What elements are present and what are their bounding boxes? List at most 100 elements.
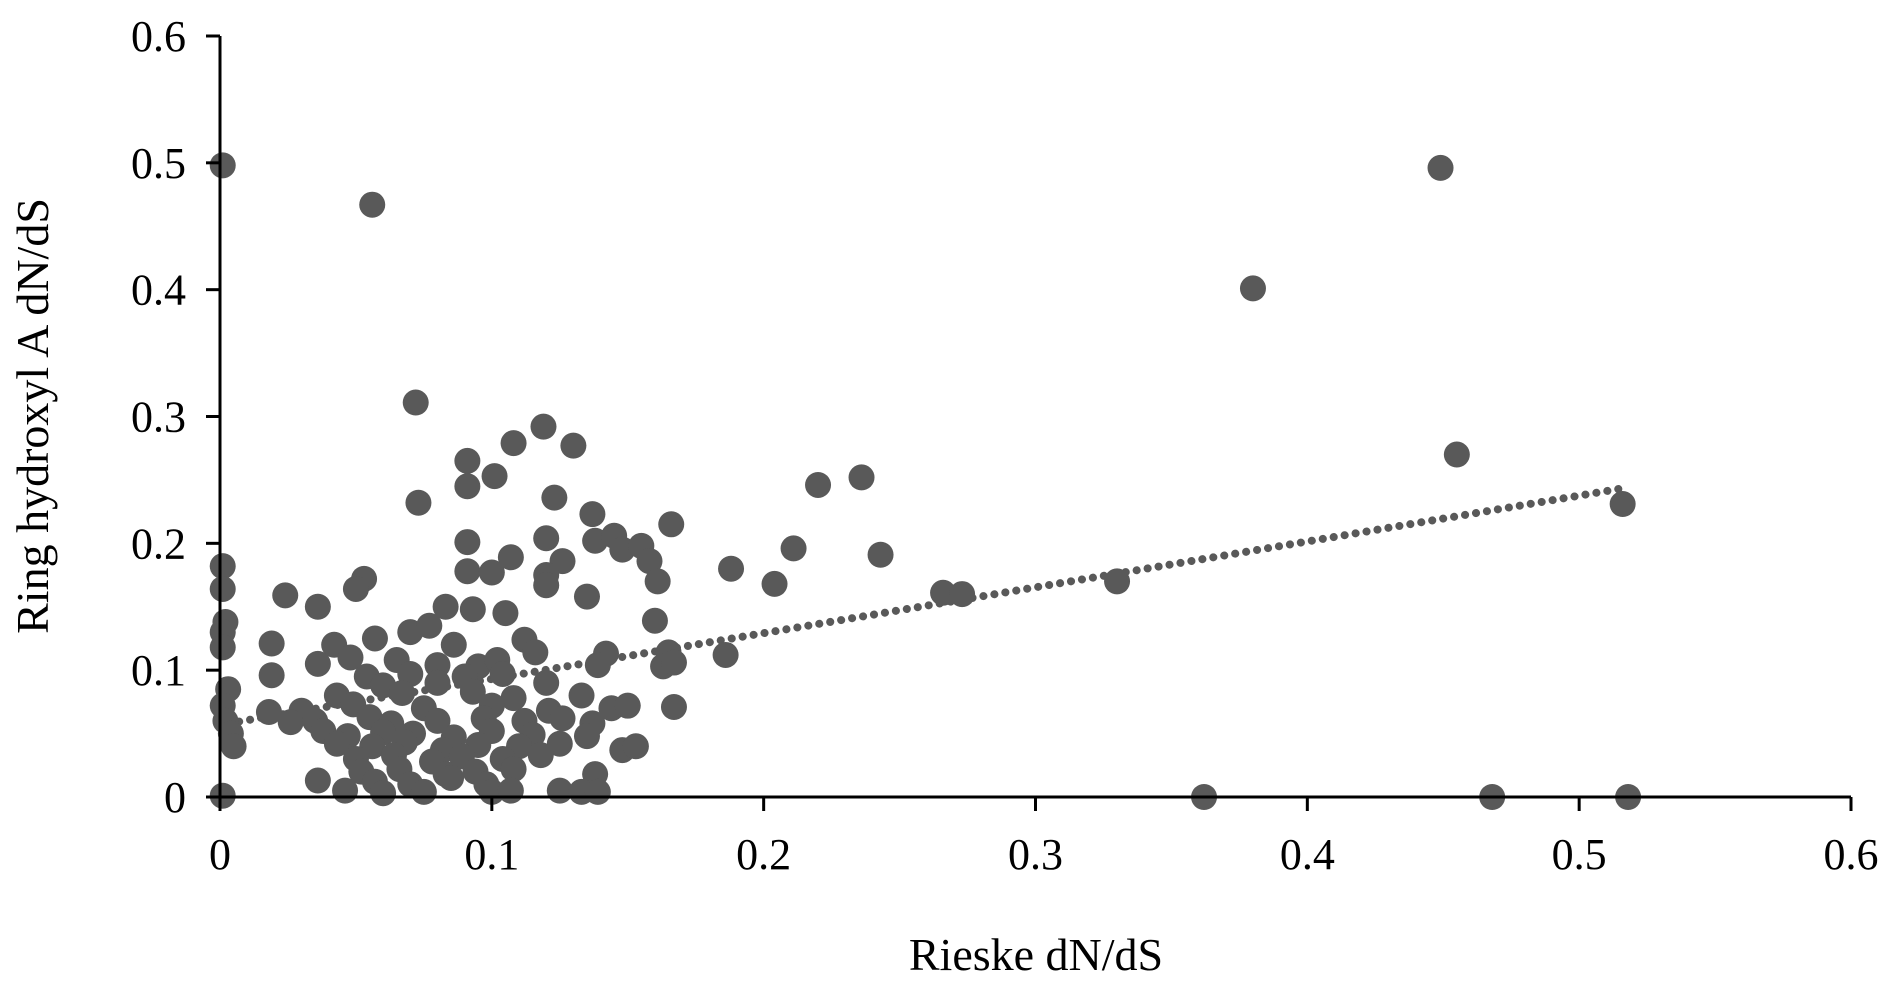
- x-tick-label: 0.6: [1824, 830, 1879, 879]
- data-point: [481, 463, 508, 490]
- data-point: [560, 432, 587, 459]
- data-point: [209, 575, 236, 602]
- data-point: [432, 593, 459, 620]
- data-point: [454, 473, 481, 500]
- data-point: [424, 707, 451, 734]
- data-point: [805, 471, 832, 498]
- data-point: [440, 631, 467, 658]
- data-point: [500, 685, 527, 712]
- data-point: [1427, 154, 1454, 181]
- data-point: [410, 778, 437, 805]
- y-tick-label: 0.5: [131, 139, 186, 188]
- data-point: [644, 568, 671, 595]
- data-point: [337, 644, 364, 671]
- data-point: [209, 152, 236, 179]
- y-tick-label: 0.2: [131, 519, 186, 568]
- data-point: [533, 525, 560, 552]
- data-point: [478, 559, 505, 586]
- y-tick-label: 0: [164, 773, 186, 822]
- data-point: [454, 558, 481, 585]
- data-point: [549, 705, 576, 732]
- data-point: [272, 582, 299, 609]
- data-point: [949, 581, 976, 608]
- data-point: [359, 191, 386, 218]
- data-point: [459, 678, 486, 705]
- data-point: [277, 709, 304, 736]
- y-tick-label: 0.6: [131, 12, 186, 61]
- data-point: [573, 723, 600, 750]
- data-point: [780, 535, 807, 562]
- data-point: [718, 555, 745, 582]
- data-point: [304, 767, 331, 794]
- data-point: [1609, 491, 1636, 518]
- x-tick-label: 0: [209, 830, 231, 879]
- data-point: [533, 572, 560, 599]
- data-point: [304, 593, 331, 620]
- y-tick-label: 0.3: [131, 393, 186, 442]
- data-point: [530, 413, 557, 440]
- data-point: [405, 489, 432, 516]
- data-point: [568, 682, 595, 709]
- data-point: [489, 660, 516, 687]
- data-point: [867, 541, 894, 568]
- data-point: [497, 777, 524, 804]
- x-tick-label: 0.5: [1552, 830, 1607, 879]
- data-point: [930, 579, 957, 606]
- ticks-layer: 0 0.1 0.2 0.3 0.4 0.5 0.6 0 0.1 0.2 0.3 0.4 0.5 0.6: [131, 12, 1879, 879]
- y-tick-label: 0.1: [131, 646, 186, 695]
- data-point: [641, 607, 668, 634]
- data-point: [389, 679, 416, 706]
- data-point: [522, 639, 549, 666]
- data-point: [500, 430, 527, 457]
- data-point: [1443, 441, 1470, 468]
- data-point: [614, 692, 641, 719]
- data-point: [584, 778, 611, 805]
- y-axis-title: Ring hydroxyl A dN/dS: [7, 198, 58, 634]
- data-point: [527, 742, 554, 769]
- data-point: [497, 544, 524, 571]
- data-point: [658, 511, 685, 538]
- data-point: [500, 756, 527, 783]
- data-point: [1104, 568, 1131, 595]
- data-point: [636, 548, 663, 575]
- data-point: [370, 780, 397, 807]
- data-point: [332, 777, 359, 804]
- data-point: [454, 447, 481, 474]
- data-point: [342, 575, 369, 602]
- data-point: [712, 641, 739, 668]
- data-point: [848, 464, 875, 491]
- data-point: [209, 553, 236, 580]
- data-point: [438, 764, 465, 791]
- data-point: [220, 733, 247, 760]
- data-point: [323, 730, 350, 757]
- data-point: [622, 733, 649, 760]
- data-point: [1239, 275, 1266, 302]
- data-point: [573, 583, 600, 610]
- data-point: [533, 669, 560, 696]
- data-point: [304, 650, 331, 677]
- data-point: [258, 662, 285, 689]
- points-layer: [209, 152, 1642, 810]
- data-point: [492, 600, 519, 627]
- x-tick-label: 0.2: [736, 830, 791, 879]
- data-point: [454, 529, 481, 556]
- data-point: [424, 669, 451, 696]
- data-point: [255, 699, 282, 726]
- data-point: [660, 693, 687, 720]
- data-point: [579, 501, 606, 528]
- data-point: [416, 612, 443, 639]
- data-point: [459, 596, 486, 623]
- data-point: [209, 634, 236, 661]
- x-tick-label: 0.1: [464, 830, 519, 879]
- data-point: [761, 570, 788, 597]
- data-point: [258, 630, 285, 657]
- data-point: [584, 652, 611, 679]
- x-axis-title: Rieske dN/dS: [909, 929, 1163, 980]
- data-point: [541, 484, 568, 511]
- data-point: [402, 389, 429, 416]
- data-point: [660, 649, 687, 676]
- x-tick-label: 0.3: [1008, 830, 1063, 879]
- data-point: [361, 625, 388, 652]
